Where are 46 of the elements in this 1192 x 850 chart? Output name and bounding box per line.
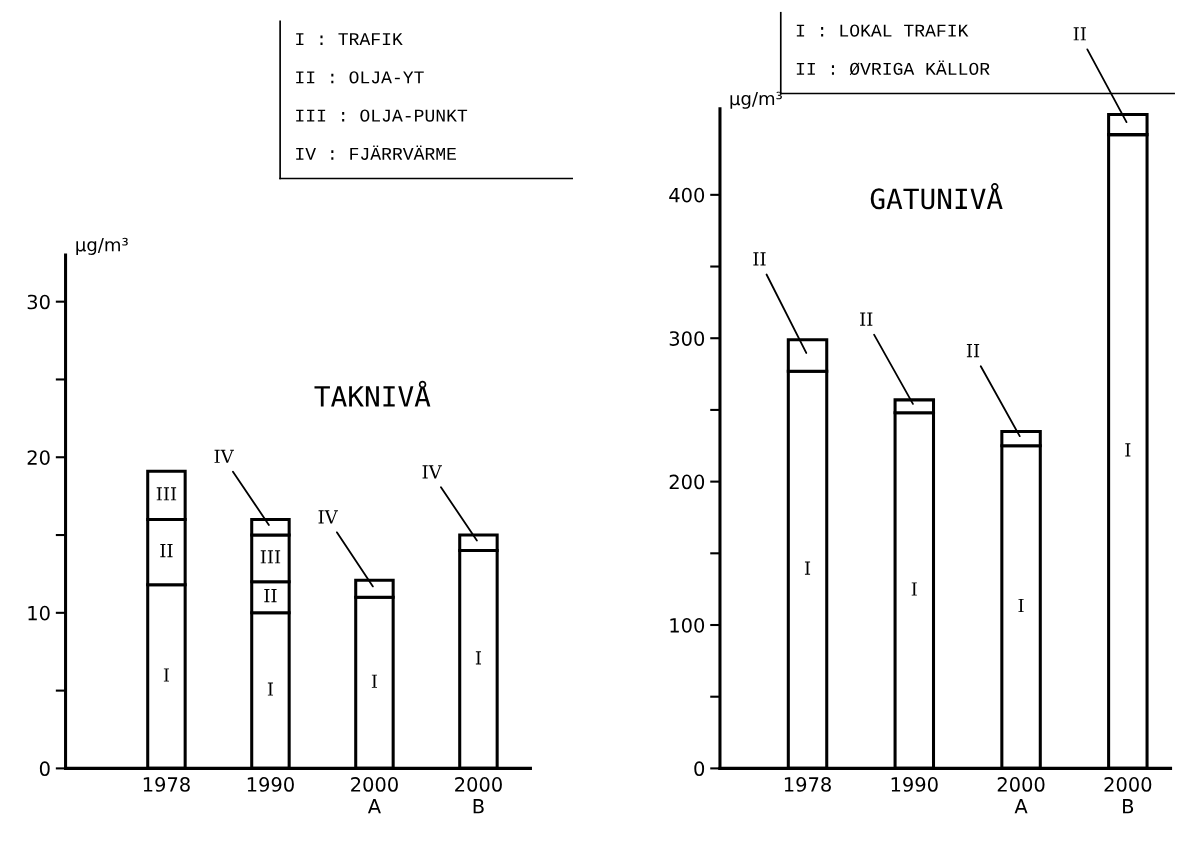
text: IV [214,449,234,463]
text: II [1073,27,1086,41]
text: I [1018,598,1024,613]
series-label: IV [318,510,338,524]
text: GATUNIVÅ [870,183,1003,210]
series-label: I [1125,443,1131,457]
y-tick-label: 400 [669,187,705,203]
text: IV : FJÄRRVÄRME [296,145,457,160]
text: II [966,344,980,358]
x-tick-label: 2000 A [351,777,398,814]
text: III : OLJA-PUNKT [296,109,468,122]
y-tick-label: 0 [39,761,50,777]
text: II [753,252,766,266]
x-tick-label: 2000 A [997,777,1045,814]
text: II : OLJA-YT [296,71,424,84]
y-tick-label: 200 [669,474,705,490]
text: II : ØVRIGA KÄLLOR [796,60,990,76]
x-tick-label: 1978 [784,777,831,792]
x-tick-label: 2000 B [1104,777,1152,814]
y-tick-label: 0 [694,761,705,777]
text: I : TRAFIK [296,33,403,46]
text: I [163,668,170,682]
text: I [804,561,811,575]
text: III [260,550,281,564]
text: TAKNIVÅ [314,380,431,407]
y-tick-label: 300 [669,331,705,346]
y-tick-label: 10 [28,605,50,621]
series-label: I [371,674,378,688]
x-tick-label: 1990 [891,777,938,792]
x-tick-label: 2000 B [455,777,502,814]
x-tick-label: 1978 [143,777,190,792]
text: I [267,682,274,696]
text: I : LOKAL TRAFIK [796,24,969,37]
y-tick-label: 20 [27,450,50,465]
y-axis-title: µg/m³ [730,91,782,109]
text: I [911,582,917,596]
text: I [475,651,482,665]
text: IV [422,465,442,479]
text: II [160,543,173,558]
y-tick-label: 30 [27,294,50,310]
series-label: III [156,487,177,501]
text: II [860,312,873,326]
y-tick-label: 100 [670,617,705,633]
x-tick-label: 1990 [247,777,294,792]
y-axis-title: µg/m³ [76,237,128,255]
series-label: II [264,589,277,603]
